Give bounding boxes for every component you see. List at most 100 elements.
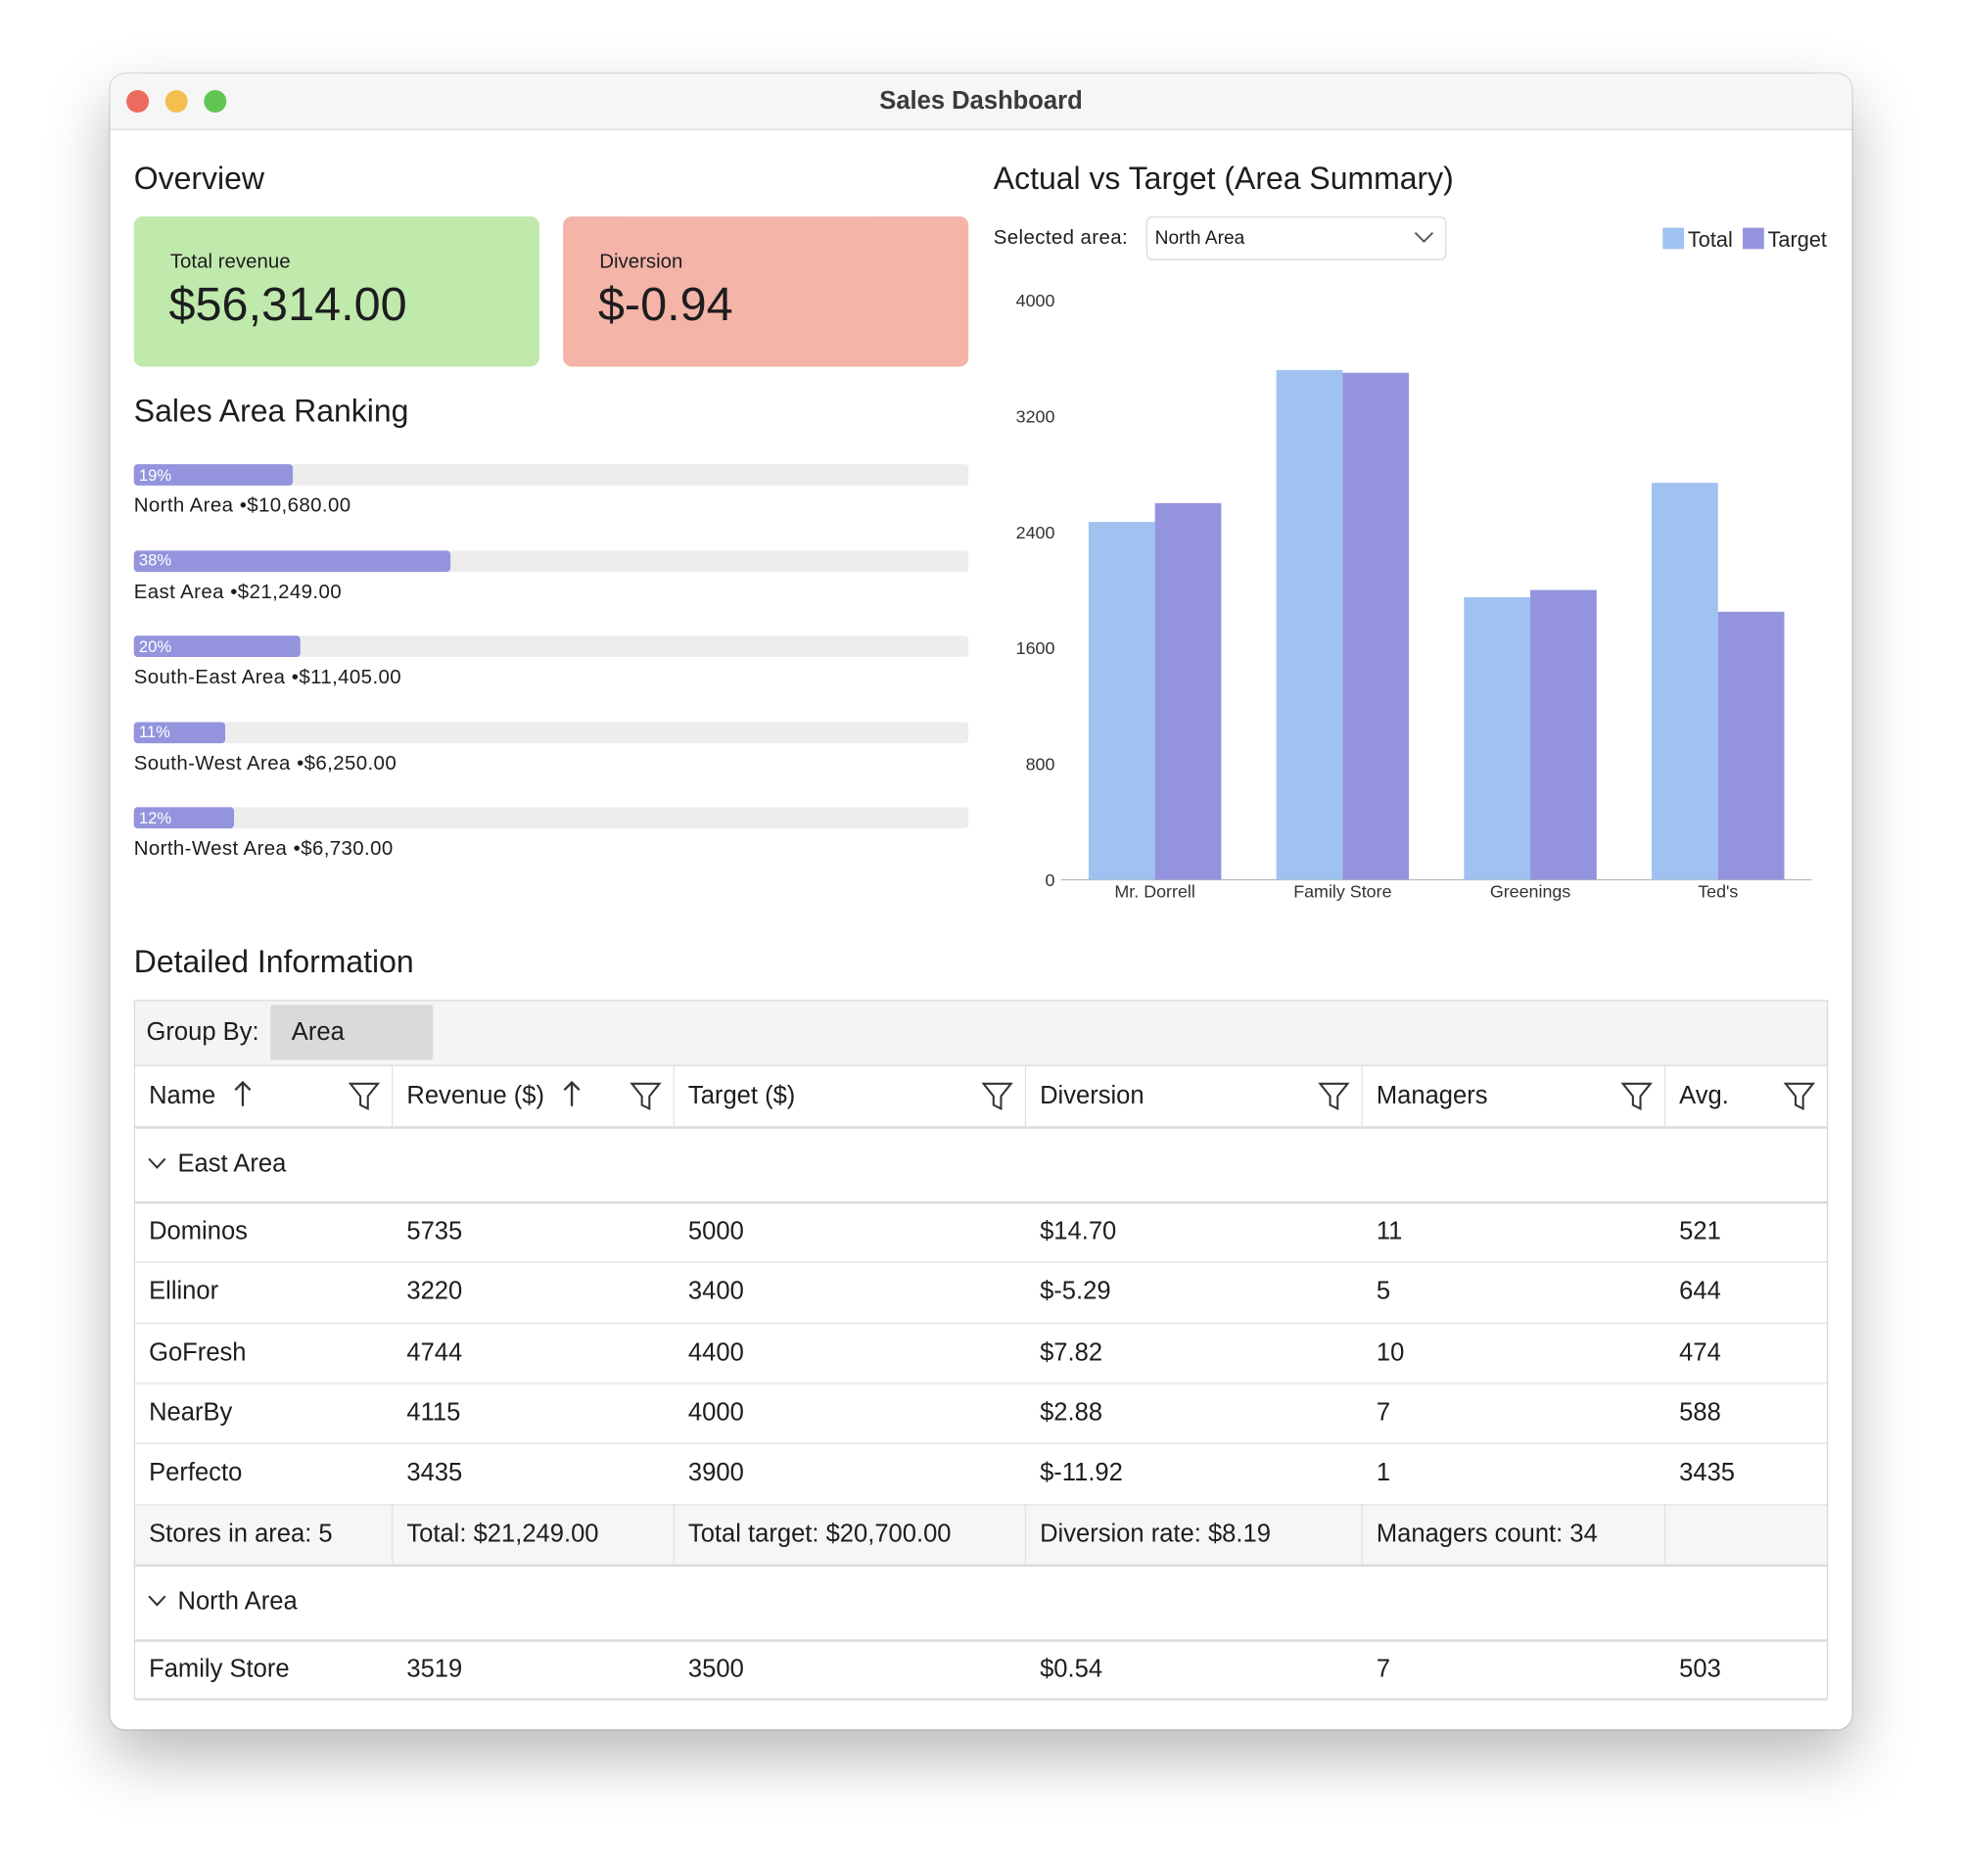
- group-row-label: North Area: [177, 1587, 298, 1616]
- selector-label: Selected area:: [993, 227, 1129, 250]
- collapse-chevron[interactable]: [148, 1595, 166, 1607]
- sort-icon[interactable]: [563, 1080, 581, 1107]
- table-cell: $2.88: [1040, 1398, 1103, 1427]
- group-chip: [270, 1005, 434, 1060]
- legend-swatch: [1662, 227, 1685, 250]
- column-name: Diversion: [1040, 1082, 1144, 1110]
- filter-icon[interactable]: [630, 1082, 662, 1111]
- table-cell: Dominos: [149, 1217, 248, 1245]
- collapse-chevron[interactable]: [148, 1157, 166, 1169]
- table: [133, 1000, 1829, 1700]
- filter-icon[interactable]: [981, 1082, 1013, 1111]
- area-amount: $21,249.00: [237, 581, 342, 603]
- column-name: Name: [149, 1082, 216, 1110]
- summary-cell: Total: $21,249.00: [406, 1520, 599, 1548]
- separator: •: [230, 581, 238, 603]
- kpi-card: [563, 216, 969, 367]
- row-border: [135, 1126, 1827, 1129]
- y-tick-label: 1600: [1016, 638, 1055, 658]
- bar: [1464, 597, 1531, 880]
- group-row-label: East Area: [177, 1149, 287, 1178]
- bar: [1530, 589, 1597, 880]
- progress-track: 12%: [133, 807, 969, 829]
- close-button[interactable]: [126, 90, 150, 114]
- table-cell: 5735: [406, 1217, 463, 1245]
- ranking-label: East Area •$21,249.00: [134, 578, 342, 608]
- column-name: Avg.: [1679, 1082, 1729, 1110]
- column-border: [1663, 1503, 1666, 1564]
- area-name: South-East Area: [133, 667, 286, 689]
- column-name: Target ($): [687, 1082, 796, 1110]
- zoom-button[interactable]: [204, 90, 227, 114]
- table-cell: 521: [1679, 1217, 1721, 1245]
- separator: •: [239, 495, 248, 517]
- column-border: [673, 1065, 675, 1127]
- dropdown-chevron: [1414, 232, 1434, 244]
- table-cell: 4000: [687, 1398, 744, 1427]
- ranking-label: North Area •$10,680.00: [134, 492, 351, 522]
- table-cell: 3900: [687, 1459, 744, 1487]
- row-border: [135, 1699, 1827, 1701]
- column-border: [1361, 1065, 1363, 1127]
- table-cell: 3435: [406, 1459, 463, 1487]
- table-cell: 10: [1376, 1338, 1405, 1367]
- filter-icon[interactable]: [1620, 1082, 1653, 1111]
- column-border: [1024, 1503, 1027, 1564]
- summary-cell: Managers count: 34: [1376, 1520, 1598, 1548]
- y-tick-label: 0: [1045, 870, 1054, 890]
- table-cell: 5000: [687, 1217, 744, 1245]
- legend-swatch: [1743, 227, 1764, 250]
- section-title: Overview: [133, 161, 264, 197]
- bar: [1717, 611, 1785, 880]
- separator: •: [293, 838, 302, 861]
- kpi-label: Diversion: [599, 251, 683, 273]
- area-name: East Area: [133, 581, 224, 603]
- ranking-label: South-East Area •$11,405.00: [134, 664, 401, 694]
- table-cell: 7: [1376, 1655, 1391, 1683]
- kpi-value: $-0.94: [597, 279, 733, 332]
- y-tick-label: 3200: [1016, 406, 1055, 426]
- filter-icon[interactable]: [348, 1082, 381, 1111]
- table-cell: $-5.29: [1040, 1278, 1111, 1306]
- progress-label: 20%: [138, 636, 172, 656]
- progress-fill: 19%: [133, 464, 293, 486]
- progress-fill: 12%: [133, 807, 235, 829]
- table-cell: 644: [1679, 1278, 1721, 1306]
- area-name: North-West Area: [133, 838, 288, 861]
- filter-icon[interactable]: [1783, 1082, 1816, 1111]
- y-tick-label: 2400: [1016, 523, 1055, 542]
- y-tick-label: 800: [1026, 755, 1055, 774]
- row-border: [135, 1563, 1827, 1567]
- row-border: [135, 1503, 1827, 1505]
- column-header: Diversion: [1040, 1071, 1144, 1121]
- table-cell: NearBy: [149, 1398, 233, 1427]
- progress-fill: 11%: [133, 722, 226, 743]
- area-dropdown[interactable]: [1145, 216, 1447, 260]
- dropdown-value: North Area: [1154, 227, 1245, 250]
- table-cell: 3220: [406, 1278, 463, 1306]
- table-cell: 3519: [406, 1655, 463, 1683]
- table-cell: 5: [1376, 1278, 1391, 1306]
- column-border: [1024, 1065, 1027, 1127]
- summary-row: [135, 1504, 1827, 1564]
- filter-icon[interactable]: [1318, 1082, 1350, 1111]
- table-cell: 3500: [687, 1655, 744, 1683]
- column-border: [392, 1503, 394, 1564]
- section-title: Sales Area Ranking: [133, 394, 409, 430]
- area-amount: $6,250.00: [304, 753, 397, 774]
- column-header: Managers: [1377, 1071, 1488, 1121]
- sort-icon[interactable]: [234, 1080, 252, 1107]
- progress-fill: 20%: [133, 635, 302, 658]
- table-cell: Family Store: [149, 1655, 290, 1683]
- row-border: [135, 1383, 1827, 1384]
- separator: •: [291, 667, 300, 689]
- column-header: Avg.: [1679, 1071, 1729, 1121]
- progress-track: 11%: [133, 722, 969, 743]
- progress-label: 12%: [138, 808, 172, 827]
- bar: [1088, 522, 1155, 880]
- table-cell: 4744: [406, 1338, 463, 1367]
- minimize-button[interactable]: [164, 90, 188, 114]
